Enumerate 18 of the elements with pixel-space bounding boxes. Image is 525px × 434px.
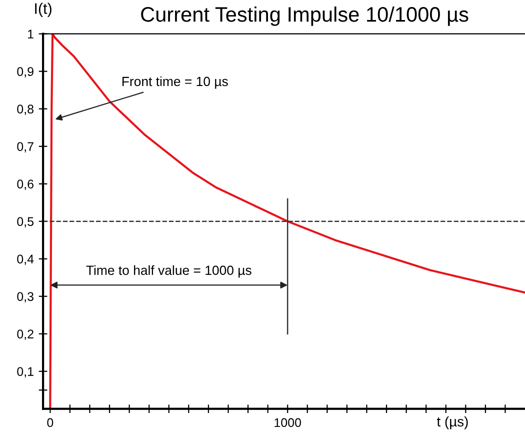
x-tick-label: 0 [47,418,54,428]
x-axis-title: t (µs) [436,416,468,430]
y-tick-label: 0,5 [17,217,34,228]
y-tick-label: 0,3 [17,292,34,302]
chart-title: Current Testing Impulse 10/1000 µs [141,6,468,26]
y-tick-label: 0,8 [17,104,34,115]
y-tick-label: 0,4 [17,254,34,265]
y-tick-label: 0,1 [17,367,34,378]
y-tick-label: 0,9 [17,67,34,78]
annotation: Front time = 10 µs [122,76,228,89]
line-series [49,34,525,409]
y-tick-label: 0,6 [17,180,34,190]
y-tick-label: 0,2 [17,330,34,340]
x-tick-label: 1000 [274,418,301,428]
y-axis-title: I(t) [35,2,52,17]
annotation: Time to half value = 1000 µs [86,265,252,278]
y-tick-label: 1 [28,30,34,38]
y-tick-label: 0,7 [17,142,34,152]
